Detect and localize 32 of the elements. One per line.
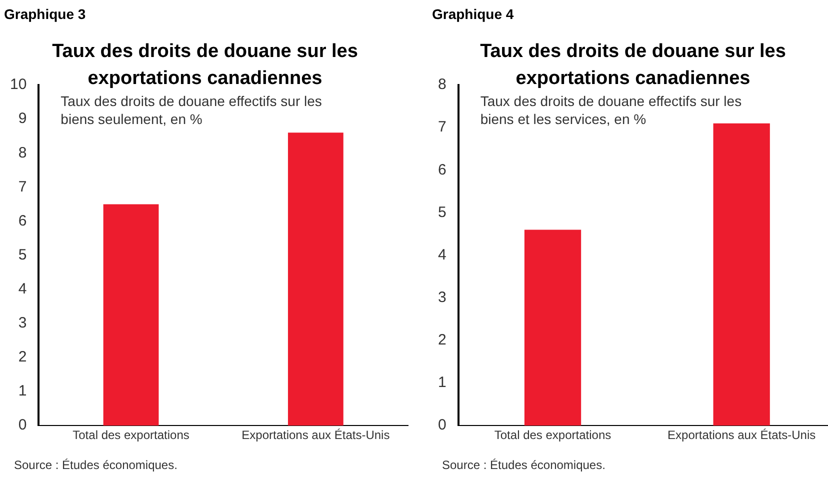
x-tick-label: Total des exportations [72, 428, 190, 442]
text: Taux des droits de douane effectifs sur les biens seulement, en % [60, 92, 322, 127]
y-tick-label: 2 [18, 348, 27, 366]
text: Graphique 4 [432, 6, 514, 22]
source-note: Source : Études économiques. [442, 458, 606, 472]
y-tick-label: 3 [438, 289, 446, 306]
y-tick-label: 0 [18, 416, 27, 434]
y-tick-label: 5 [438, 204, 446, 221]
y-tick-label: 9 [18, 110, 27, 128]
y-tick-label: 4 [18, 280, 27, 298]
x-tick-label: Exportations aux États-Unis [242, 428, 390, 442]
chart-title: Taux des droits de douane sur les exportations canadiennes [479, 40, 787, 91]
y-tick-label: 0 [438, 416, 446, 434]
x-tick-label: Exportations aux États-Unis [668, 428, 816, 442]
y-tick-label: 1 [438, 374, 446, 392]
x-tick-label: Total des exportations [494, 428, 612, 442]
y-tick-label: 7 [438, 118, 446, 136]
y-tick-label: 10 [10, 76, 27, 94]
text: Graphique 3 [4, 6, 86, 22]
y-tick-label: 4 [438, 246, 446, 264]
y-tick-label: 5 [18, 246, 27, 264]
chart-title: Taux des droits de douane sur les exportations canadiennes [51, 40, 359, 91]
y-tick-label: 6 [18, 212, 27, 230]
y-tick-label: 8 [18, 144, 27, 162]
y-tick-label: 8 [438, 76, 446, 94]
text: Taux des droits de douane effectifs sur les biens et les services, en % [480, 92, 742, 127]
y-tick-label: 1 [18, 382, 27, 400]
y-tick-label: 6 [438, 161, 446, 178]
y-tick-label: 7 [18, 178, 27, 196]
y-tick-label: 2 [438, 332, 446, 349]
y-tick-label: 3 [18, 314, 27, 332]
source-note: Source : Études économiques. [14, 458, 178, 472]
